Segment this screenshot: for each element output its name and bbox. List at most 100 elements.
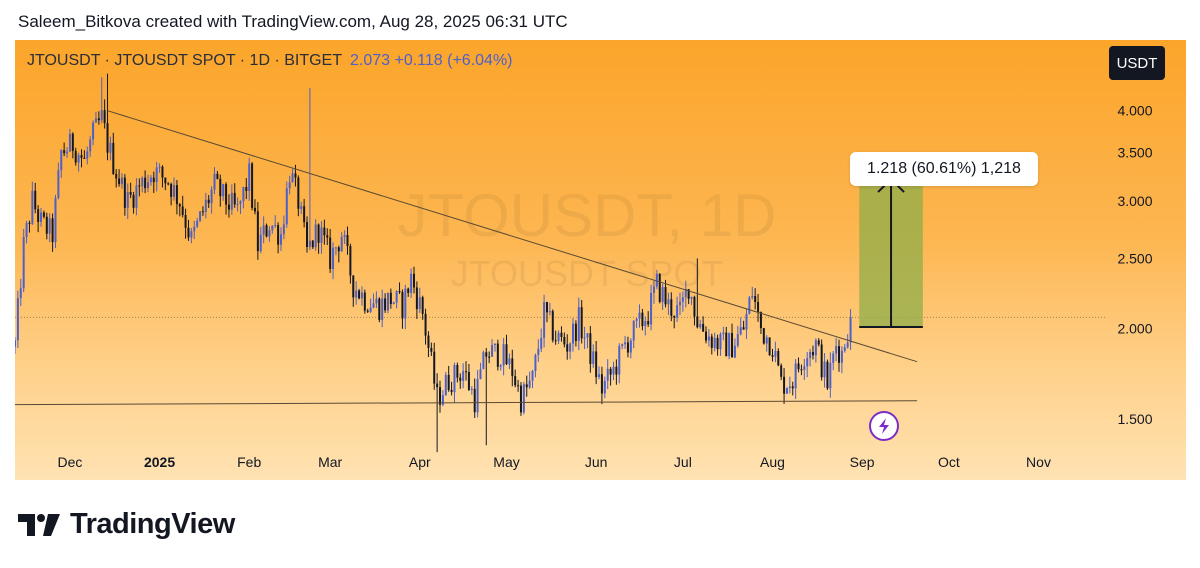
candle-body	[19, 288, 22, 299]
candle-body	[92, 122, 95, 140]
candle-body	[731, 333, 734, 358]
candle-body	[277, 225, 280, 245]
candle-body	[306, 222, 309, 247]
candle-body	[115, 173, 118, 179]
candle-body	[401, 291, 404, 319]
attribution-text: Saleem_Bitkova created with TradingView.…	[18, 12, 568, 31]
candle-body	[210, 189, 213, 204]
candle-body	[334, 247, 337, 249]
support-line	[15, 400, 918, 406]
candle-body	[16, 298, 19, 341]
candle-body	[308, 240, 311, 247]
candle-body	[441, 395, 444, 405]
candle-body	[196, 220, 199, 227]
candle-body	[551, 311, 554, 341]
candle-body	[71, 133, 74, 151]
candle-body	[369, 307, 372, 312]
candle-body	[366, 310, 369, 312]
candle-body	[239, 201, 242, 204]
candle-body	[48, 218, 51, 234]
candle-body	[80, 155, 83, 158]
candle-body	[57, 170, 60, 199]
candle-body	[398, 291, 401, 293]
candle-body	[693, 296, 696, 317]
candle-body	[219, 178, 222, 197]
candle-body	[661, 287, 664, 302]
candle-body	[37, 209, 40, 222]
candle-body	[681, 297, 684, 302]
candle-body	[349, 246, 352, 276]
candle-body	[540, 337, 543, 349]
candle-body	[282, 224, 285, 235]
candle-body	[598, 374, 601, 378]
lightning-icon	[869, 411, 899, 441]
x-tick-label: Feb	[237, 454, 261, 470]
candle-body	[488, 356, 491, 358]
candle-body	[650, 292, 653, 325]
candle-body	[621, 344, 624, 347]
candle-body	[167, 183, 170, 185]
candle-body	[375, 298, 378, 304]
candle-body	[690, 296, 693, 299]
x-tick-label: May	[493, 454, 519, 470]
x-tick-label: Nov	[1026, 454, 1051, 470]
chart-pane[interactable]: JTOUSDT, 1D JTOUSDT SPOT 4.000 3.500 3.000 2.…	[15, 40, 1186, 480]
candle-body	[528, 380, 531, 388]
candle-body	[253, 207, 256, 212]
candle-body	[100, 110, 103, 121]
candle-body	[135, 185, 138, 208]
lightning-bolt	[879, 418, 889, 434]
candle-body	[835, 346, 838, 354]
candle-body	[687, 289, 690, 299]
candle-body	[482, 352, 485, 370]
candle-body	[404, 288, 407, 319]
candle-body	[103, 110, 106, 124]
candle-body	[635, 318, 638, 321]
candle-body	[343, 235, 346, 237]
brand-name: TradingView	[70, 508, 235, 540]
candle-body	[326, 235, 329, 238]
candle-body	[329, 237, 332, 269]
candle-body	[557, 332, 560, 341]
unit-badge[interactable]: USDT	[1109, 46, 1165, 80]
candle-body	[705, 331, 708, 341]
candle-body	[204, 199, 207, 212]
candle-body	[444, 374, 447, 396]
candle-body	[123, 177, 126, 208]
candle-body	[453, 364, 456, 393]
candle-body	[655, 273, 658, 287]
candle-body	[265, 225, 268, 237]
candle-body	[771, 355, 774, 357]
candle-body	[25, 222, 28, 237]
candle-body	[554, 340, 557, 342]
candle-body	[213, 173, 216, 190]
candle-body	[42, 212, 45, 217]
candle-body	[609, 368, 612, 375]
candle-body	[580, 307, 583, 339]
candle-body	[149, 177, 152, 183]
candle-body	[242, 187, 245, 202]
candle-body	[563, 336, 566, 345]
candle-body	[291, 173, 294, 183]
candle-body	[352, 275, 355, 298]
y-tick-label: 2.000	[1117, 321, 1152, 337]
candle-body	[63, 150, 66, 154]
candle-body	[759, 311, 762, 329]
candle-body	[583, 337, 586, 339]
candle-body	[430, 347, 433, 352]
candle-body	[94, 118, 97, 123]
candle-body	[615, 366, 618, 375]
candle-body	[256, 211, 259, 252]
candle-body	[505, 344, 508, 365]
candle-body	[118, 178, 121, 185]
candle-body	[181, 206, 184, 215]
candle-body	[439, 387, 442, 405]
candle-body	[173, 185, 176, 197]
candle-body	[378, 298, 381, 320]
candle-body	[644, 321, 647, 327]
candle-body	[424, 313, 427, 336]
candle-body	[155, 167, 158, 183]
candle-body	[496, 343, 499, 367]
candle-body	[279, 234, 282, 245]
